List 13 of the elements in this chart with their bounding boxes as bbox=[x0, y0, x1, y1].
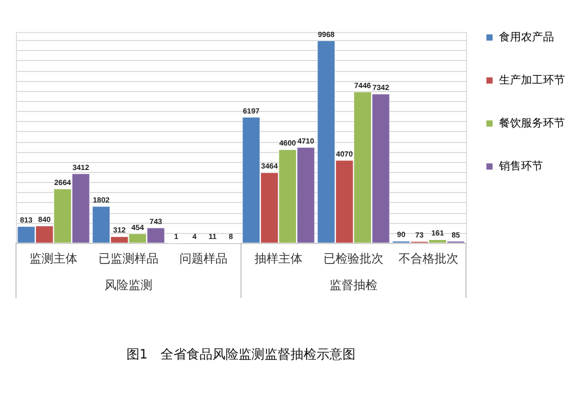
text: 图1 全省食品风险监测监督抽检示意图 bbox=[126, 348, 356, 362]
legend-label: 生产加工环节 bbox=[499, 74, 565, 86]
text: 监督抽检 bbox=[330, 278, 378, 292]
legend-label: 餐饮服务环节 bbox=[499, 116, 565, 130]
legend-label: 销售环节 bbox=[498, 160, 543, 172]
x-tick-label: 监测主体 bbox=[30, 252, 78, 266]
text: 风险监测 bbox=[104, 278, 152, 292]
x-tick-label: 已检验批次 bbox=[324, 252, 384, 266]
x-tick-label: 抽样主体 bbox=[254, 252, 302, 266]
x-tick-label: 已监测样品 bbox=[98, 252, 158, 266]
x-tick-label: 问题样品 bbox=[180, 252, 228, 266]
legend-label: 食用农产品 bbox=[499, 30, 554, 44]
x-tick-label: 不合格批次 bbox=[398, 252, 458, 266]
